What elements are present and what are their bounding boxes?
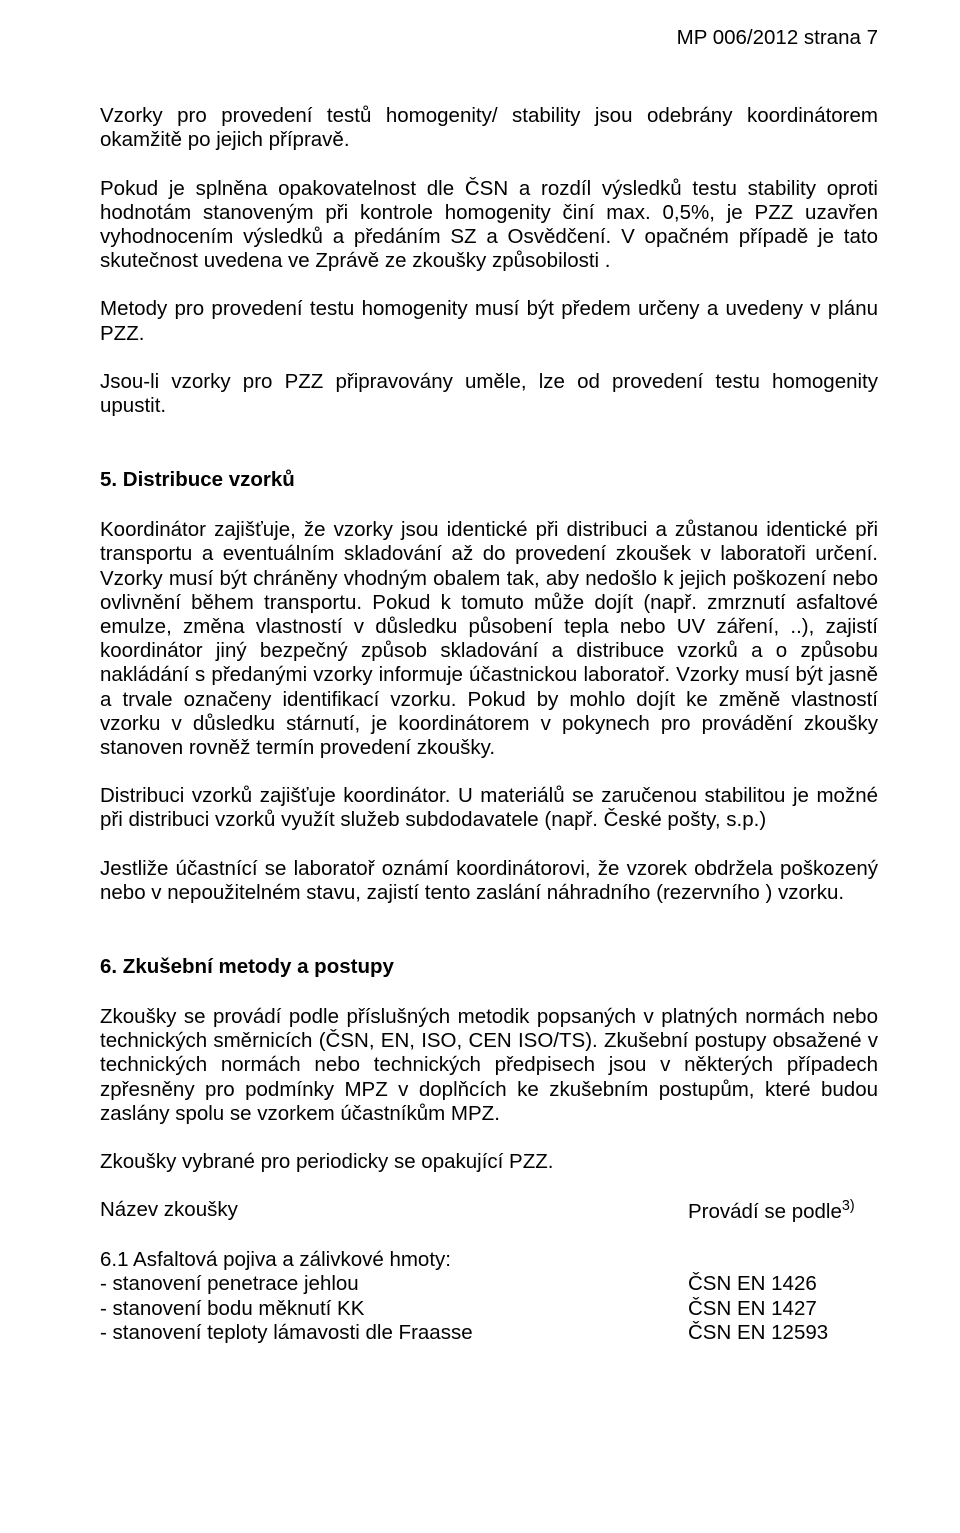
test-row: - stanovení teploty lámavosti dle Fraass… [100, 1321, 878, 1345]
paragraph-intro-3: Metody pro provedení testu homogenity mu… [100, 297, 878, 345]
test-table-header-name: Název zkoušky [100, 1198, 688, 1224]
test-row-ref: ČSN EN 1427 [688, 1297, 878, 1321]
paragraph-intro-4: Jsou-li vzorky pro PZZ připravovány uměl… [100, 370, 878, 418]
paragraph-intro-1: Vzorky pro provedení testů homogenity/ s… [100, 104, 878, 152]
test-table-header-ref: Provádí se podle3) [688, 1198, 878, 1224]
test-table-header-ref-sup: 3) [842, 1198, 855, 1214]
test-row: - stanovení penetrace jehlou ČSN EN 1426 [100, 1272, 878, 1296]
test-table-header-ref-text: Provádí se podle [688, 1200, 842, 1223]
page-header: MP 006/2012 strana 7 [100, 26, 878, 50]
section-5-title: 5. Distribuce vzorků [100, 468, 878, 492]
section-6-title: 6. Zkušební metody a postupy [100, 955, 878, 979]
section-5-paragraph-2: Distribuci vzorků zajišťuje koordinátor.… [100, 784, 878, 832]
section-5-paragraph-1: Koordinátor zajišťuje, že vzorky jsou id… [100, 518, 878, 760]
test-row-name: - stanovení bodu měknutí KK [100, 1297, 688, 1321]
section-6-paragraph-2: Zkoušky vybrané pro periodicky se opakuj… [100, 1150, 878, 1174]
test-row-name: - stanovení penetrace jehlou [100, 1272, 688, 1296]
test-row: - stanovení bodu měknutí KK ČSN EN 1427 [100, 1297, 878, 1321]
test-row-ref: ČSN EN 1426 [688, 1272, 878, 1296]
paragraph-intro-2: Pokud je splněna opakovatelnost dle ČSN … [100, 177, 878, 274]
section-6-paragraph-1: Zkoušky se provádí podle příslušných met… [100, 1005, 878, 1126]
subsection-6-1-title: 6.1 Asfaltová pojiva a zálivkové hmoty: [100, 1248, 878, 1272]
test-row-ref: ČSN EN 12593 [688, 1321, 878, 1345]
section-5-paragraph-3: Jestliže účastnící se laboratoř oznámí k… [100, 857, 878, 905]
test-row-name: - stanovení teploty lámavosti dle Fraass… [100, 1321, 688, 1345]
